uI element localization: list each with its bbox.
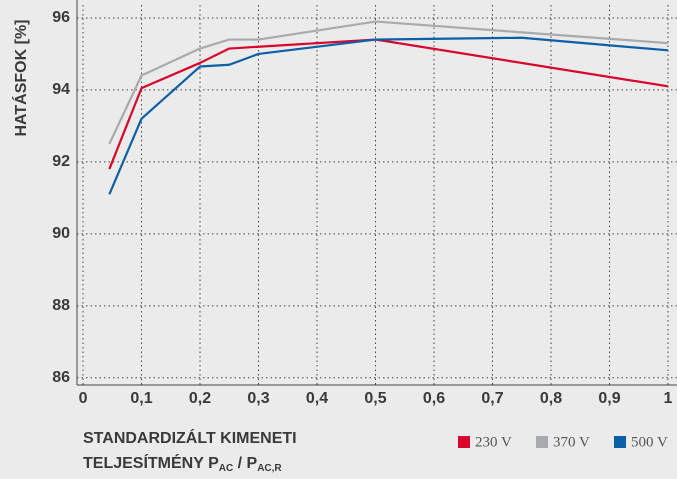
legend-label: 370 V	[553, 434, 590, 450]
x-tick-label: 0,3	[247, 390, 269, 407]
y-tick-label: 92	[52, 153, 70, 170]
legend-swatch	[614, 436, 626, 448]
x-tick-label: 0,6	[423, 390, 445, 407]
x-tick-label: 0,9	[598, 390, 620, 407]
x-tick-label: 0,4	[306, 390, 328, 407]
x-axis-label-sub: AC,R	[257, 463, 282, 474]
y-tick-label: 96	[52, 9, 70, 26]
legend-swatch	[536, 436, 548, 448]
x-tick-label: 0,1	[130, 390, 152, 407]
x-tick-label: 1	[664, 390, 673, 407]
legend-label: 500 V	[631, 434, 668, 450]
y-tick-label: 88	[52, 297, 70, 314]
x-tick-label: 0,8	[540, 390, 562, 407]
series-line	[108, 36, 669, 195]
x-tick-label: 0,2	[189, 390, 211, 407]
legend-label: 230 V	[475, 434, 512, 450]
x-axis-label: TELJESÍTMÉNY PAC / PAC,R	[83, 453, 282, 474]
y-tick-label: 94	[52, 81, 70, 98]
series-line	[108, 20, 669, 145]
x-axis-label: STANDARDIZÁLT KIMENETI	[83, 428, 297, 447]
x-axis-label-part: / P	[233, 455, 257, 472]
x-tick-label: 0	[79, 390, 88, 407]
y-tick-label: 86	[52, 369, 70, 386]
y-axis-label: HATÁSFOK [%]	[11, 19, 30, 136]
x-axis-label-part: TELJESÍTMÉNY P	[83, 453, 219, 472]
x-tick-label: 0,7	[481, 390, 503, 407]
legend-swatch	[458, 436, 470, 448]
y-tick-label: 90	[52, 225, 70, 242]
x-tick-label: 0,5	[364, 390, 386, 407]
x-axis-label-sub: AC	[219, 463, 233, 474]
